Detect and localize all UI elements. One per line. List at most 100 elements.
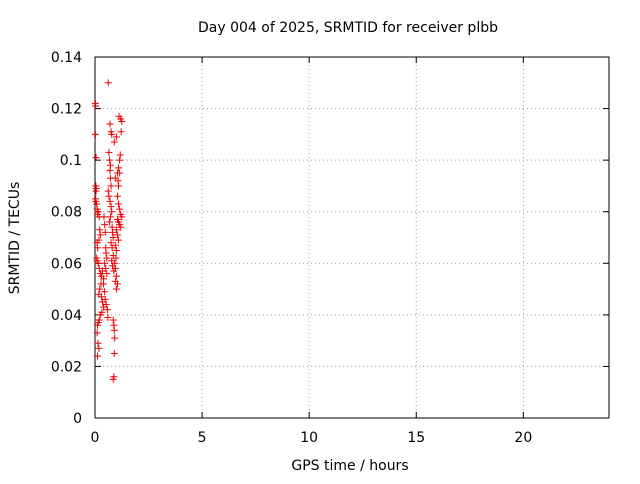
data-point [107, 182, 115, 190]
data-point [100, 280, 108, 288]
y-tick-label: 0 [73, 411, 82, 427]
data-point [104, 79, 112, 87]
data-point [106, 161, 114, 169]
x-tick-label: 5 [198, 430, 207, 446]
y-tick-label: 0.08 [51, 205, 82, 221]
data-point [110, 138, 118, 146]
data-point [111, 264, 119, 272]
data-point [96, 285, 104, 293]
data-point [101, 295, 109, 303]
data-point [111, 174, 119, 182]
y-tick-label: 0.04 [51, 308, 82, 324]
data-point [104, 187, 112, 195]
data-point [103, 254, 111, 262]
data-point [105, 148, 113, 156]
y-tick-label: 0.14 [51, 50, 82, 66]
data-point [118, 213, 126, 221]
data-point [94, 244, 102, 252]
data-point [115, 164, 123, 172]
x-axis-label: GPS time / hours [291, 458, 408, 474]
data-point [92, 102, 100, 110]
data-point [94, 352, 102, 360]
data-point [112, 133, 120, 141]
y-axis-label: SRMTID / TECUs [7, 182, 23, 295]
data-point [112, 285, 120, 293]
data-point [103, 306, 111, 314]
data-point [102, 264, 110, 272]
x-tick-label: 10 [300, 430, 318, 446]
chart-title: Day 004 of 2025, SRMTID for receiver plb… [198, 20, 498, 36]
data-point [112, 272, 120, 280]
data-point [106, 156, 114, 164]
data-point [96, 311, 104, 319]
data-point [100, 213, 108, 221]
data-point [102, 301, 110, 309]
axis-ticks: 0 0.02 0.04 0.06 0.08 0.1 0.12 0.14 0 5 10 15 20 [51, 50, 609, 446]
y-tick-label: 0.06 [51, 256, 82, 272]
data-points [91, 79, 126, 383]
data-point [107, 239, 115, 247]
data-point [101, 221, 109, 229]
data-point [101, 259, 109, 267]
data-point [94, 339, 102, 347]
data-point [111, 241, 119, 249]
data-point [91, 130, 99, 138]
data-point [101, 288, 109, 296]
data-point [94, 259, 102, 267]
data-point [113, 192, 121, 200]
data-point [94, 321, 102, 329]
data-point [106, 218, 114, 226]
data-point [106, 197, 114, 205]
y-tick-label: 0.12 [51, 102, 82, 118]
data-point [95, 344, 103, 352]
data-point [111, 259, 119, 267]
data-point [115, 200, 123, 208]
data-point [116, 156, 124, 164]
data-point [113, 231, 121, 239]
data-point [111, 334, 119, 342]
data-point [118, 117, 126, 125]
data-point [108, 130, 116, 138]
data-point [107, 203, 115, 211]
data-point [110, 350, 118, 358]
data-point [96, 226, 104, 234]
data-point [104, 313, 112, 321]
data-point [102, 249, 110, 257]
y-tick-label: 0.02 [51, 359, 82, 375]
data-point [116, 169, 124, 177]
data-point [92, 187, 100, 195]
data-point [115, 112, 123, 120]
data-point [109, 375, 117, 383]
x-tick-label: 0 [91, 430, 100, 446]
data-point [110, 326, 118, 334]
data-point [113, 280, 121, 288]
data-point [109, 234, 117, 241]
data-point [94, 208, 102, 216]
data-point [115, 182, 123, 190]
data-point [108, 208, 116, 216]
data-point [115, 236, 123, 244]
data-point [93, 329, 101, 337]
data-point [92, 154, 100, 162]
grid [95, 57, 609, 418]
data-point [112, 246, 120, 254]
data-point [116, 151, 124, 159]
plot-frame [94, 56, 610, 419]
data-point [117, 128, 125, 136]
data-point [103, 270, 111, 278]
data-point [116, 205, 124, 213]
data-point [96, 231, 104, 239]
data-point [106, 120, 114, 128]
y-tick-label: 0.1 [60, 153, 82, 169]
data-point [117, 223, 125, 231]
data-point [112, 254, 120, 262]
data-point [109, 316, 117, 324]
data-point [105, 192, 113, 200]
data-point [106, 213, 114, 221]
data-point [109, 228, 117, 236]
x-tick-label: 15 [407, 430, 425, 446]
x-tick-label: 20 [514, 430, 532, 446]
data-point [97, 293, 105, 301]
